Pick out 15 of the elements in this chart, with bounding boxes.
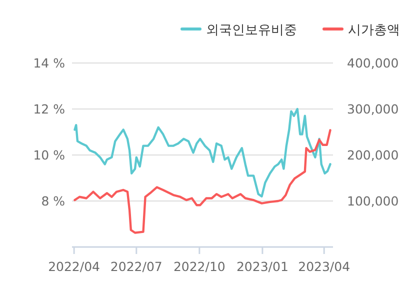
- legend-label: 시가총액: [348, 23, 400, 38]
- legend-label: 외국인보유비중: [206, 23, 297, 38]
- y-tick-label: 10 %: [33, 148, 66, 162]
- y2-tick-label: 400,000: [347, 56, 399, 70]
- x-tick-label: 2022/04: [48, 259, 100, 274]
- y2-tick-label: 100,000: [347, 194, 399, 208]
- x-tick-label: 2022/10: [173, 259, 226, 274]
- y-tick-label: 12 %: [33, 102, 66, 116]
- y2-tick-label: 300,000: [347, 102, 399, 116]
- y2-tick-label: 200,000: [347, 148, 399, 162]
- y-tick-label: 14 %: [33, 56, 66, 70]
- x-tick-label: 2023/04: [298, 259, 350, 274]
- x-tick-label: 2022/07: [110, 259, 162, 274]
- y-tick-label: 8 %: [41, 194, 66, 208]
- x-tick-label: 2023/01: [236, 259, 288, 274]
